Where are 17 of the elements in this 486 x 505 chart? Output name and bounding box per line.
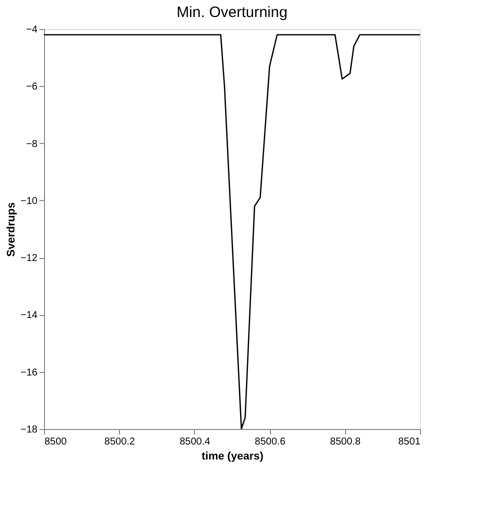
- chart-title: Min. Overturning: [176, 4, 288, 21]
- y-tick-label: −18: [20, 424, 38, 436]
- x-tick-label: 8501: [398, 436, 421, 448]
- x-tick-label: 8500.2: [104, 436, 136, 448]
- y-tick-label: −16: [20, 367, 38, 378]
- x-tick-label: 8500.6: [254, 436, 286, 448]
- y-tick-label: −6: [26, 82, 38, 93]
- x-tick-label: 8500.4: [180, 436, 211, 448]
- x-tick-label: 8500.8: [330, 436, 362, 448]
- y-tick-label: −4: [26, 24, 38, 36]
- y-tick-label: −14: [20, 310, 38, 322]
- y-tick-label: −10: [20, 196, 38, 207]
- y-tick-label: −12: [20, 253, 38, 264]
- y-axis-title: Sverdrups: [6, 202, 18, 257]
- x-axis-title: time (years): [202, 450, 264, 462]
- y-tick-label: −8: [26, 138, 38, 150]
- x-tick-label: 8500: [44, 436, 68, 448]
